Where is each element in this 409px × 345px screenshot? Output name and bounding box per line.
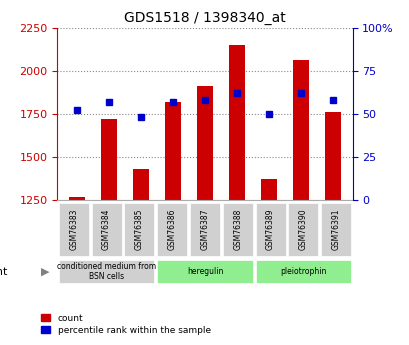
Bar bbox=[261, 179, 276, 200]
FancyBboxPatch shape bbox=[255, 203, 285, 256]
Bar bbox=[164, 102, 180, 200]
FancyBboxPatch shape bbox=[222, 203, 252, 256]
Text: GSM76383: GSM76383 bbox=[69, 209, 78, 250]
Text: GSM76387: GSM76387 bbox=[200, 209, 209, 250]
Legend: count, percentile rank within the sample: count, percentile rank within the sample bbox=[41, 314, 210, 335]
FancyBboxPatch shape bbox=[157, 260, 252, 283]
Text: GSM76390: GSM76390 bbox=[298, 209, 307, 250]
Text: heregulin: heregulin bbox=[187, 267, 222, 276]
FancyBboxPatch shape bbox=[288, 203, 318, 256]
Text: GSM76389: GSM76389 bbox=[265, 209, 274, 250]
Text: GSM76391: GSM76391 bbox=[331, 209, 340, 250]
FancyBboxPatch shape bbox=[157, 203, 187, 256]
FancyBboxPatch shape bbox=[320, 203, 351, 256]
Bar bbox=[324, 112, 341, 200]
FancyBboxPatch shape bbox=[58, 203, 89, 256]
Bar bbox=[229, 45, 245, 200]
FancyBboxPatch shape bbox=[189, 203, 220, 256]
Title: GDS1518 / 1398340_at: GDS1518 / 1398340_at bbox=[124, 11, 285, 25]
Text: conditioned medium from
BSN cells: conditioned medium from BSN cells bbox=[57, 262, 156, 282]
Text: GSM76388: GSM76388 bbox=[233, 209, 242, 250]
Bar bbox=[133, 169, 148, 200]
Text: ▶: ▶ bbox=[40, 267, 49, 277]
Bar bbox=[196, 86, 213, 200]
FancyBboxPatch shape bbox=[255, 260, 351, 283]
FancyBboxPatch shape bbox=[58, 260, 154, 283]
Text: GSM76386: GSM76386 bbox=[167, 209, 176, 250]
Bar bbox=[101, 119, 117, 200]
Text: pleiotrophin: pleiotrophin bbox=[279, 267, 326, 276]
FancyBboxPatch shape bbox=[124, 203, 154, 256]
Bar bbox=[68, 197, 85, 200]
Bar bbox=[292, 60, 308, 200]
FancyBboxPatch shape bbox=[91, 203, 121, 256]
Text: GSM76385: GSM76385 bbox=[135, 209, 144, 250]
Text: GSM76384: GSM76384 bbox=[102, 209, 111, 250]
Text: agent: agent bbox=[0, 267, 8, 277]
